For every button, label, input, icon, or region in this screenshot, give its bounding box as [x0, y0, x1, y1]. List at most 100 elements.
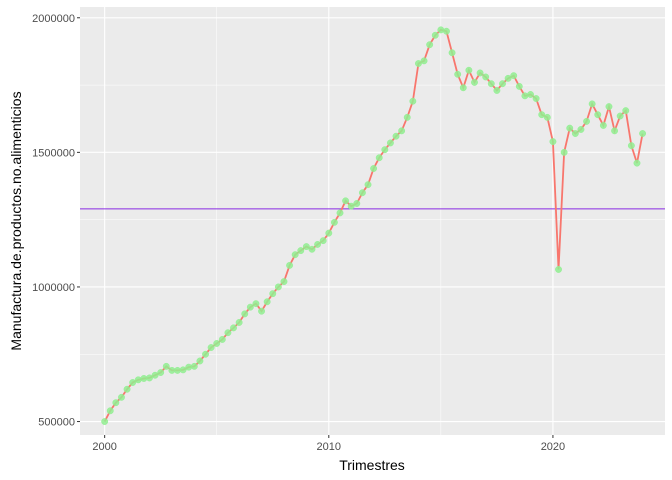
x-tick-label: 2000 — [92, 441, 116, 453]
data-point — [213, 340, 221, 347]
data-point — [437, 26, 445, 34]
data-point — [224, 329, 232, 337]
data-point — [112, 399, 120, 407]
data-point — [482, 73, 490, 81]
data-point — [622, 107, 630, 115]
data-point — [241, 310, 249, 318]
data-point — [123, 385, 131, 393]
data-point — [549, 138, 557, 146]
data-point — [543, 113, 551, 121]
x-tick-label: 2020 — [541, 441, 565, 453]
data-point — [269, 290, 277, 298]
data-point — [230, 324, 237, 332]
data-point — [594, 111, 602, 119]
data-point — [342, 197, 350, 205]
data-point — [493, 86, 501, 94]
data-point — [330, 218, 338, 226]
data-point — [381, 146, 389, 154]
plot-panel — [80, 7, 665, 435]
data-point — [336, 209, 344, 217]
data-point — [118, 393, 125, 401]
data-point — [611, 127, 619, 135]
data-point — [196, 357, 204, 365]
data-point — [202, 350, 209, 358]
data-point — [106, 407, 114, 415]
data-point — [566, 124, 574, 132]
data-point — [179, 366, 187, 374]
data-point — [190, 362, 198, 370]
data-point — [162, 362, 170, 370]
data-point — [465, 66, 473, 74]
data-point — [235, 319, 243, 326]
data-point — [521, 92, 529, 100]
data-point — [129, 379, 137, 386]
data-point — [263, 298, 271, 306]
data-point — [207, 344, 215, 351]
data-point — [414, 60, 422, 67]
data-point — [510, 72, 518, 80]
data-point — [471, 78, 478, 86]
data-point — [297, 247, 305, 255]
data-point — [398, 127, 406, 135]
data-point — [588, 100, 596, 108]
data-point — [515, 82, 523, 90]
data-point — [101, 418, 109, 425]
data-point — [532, 95, 540, 102]
data-point — [627, 142, 635, 150]
data-point — [577, 126, 585, 133]
data-point — [258, 307, 266, 315]
data-point — [353, 200, 361, 207]
data-point — [476, 69, 484, 77]
x-tick-label: 2010 — [317, 441, 341, 453]
data-point — [504, 74, 512, 82]
minor-gridlines — [80, 7, 665, 435]
data-point — [583, 117, 591, 125]
data-point — [426, 41, 434, 49]
x-axis-ticks: 2000 2010 2020 — [92, 435, 565, 453]
data-point — [375, 154, 383, 162]
data-points — [101, 26, 647, 425]
data-point — [599, 121, 607, 129]
x-axis-title: Trimestres — [339, 457, 405, 473]
data-point — [527, 91, 534, 98]
data-point — [185, 363, 193, 371]
y-tick-label: 1500000 — [32, 147, 75, 159]
y-tick-label: 2000000 — [32, 13, 75, 25]
data-point — [403, 113, 411, 121]
data-point — [487, 80, 495, 88]
data-point — [146, 374, 153, 382]
data-point — [616, 112, 624, 120]
y-axis-title: Manufactura.de.productos.no.alimenticios — [8, 91, 24, 350]
data-point — [409, 97, 417, 105]
data-point — [151, 371, 159, 379]
data-point — [291, 251, 299, 259]
data-point — [443, 27, 450, 35]
data-point — [302, 243, 310, 251]
data-point — [358, 189, 366, 197]
data-point — [252, 300, 260, 308]
data-point — [246, 303, 254, 311]
data-point — [392, 132, 400, 140]
major-gridlines — [80, 7, 665, 435]
data-point — [364, 181, 372, 189]
data-point — [560, 148, 568, 156]
data-point — [325, 229, 333, 237]
data-point — [347, 202, 355, 210]
data-point — [319, 237, 327, 245]
data-point — [454, 70, 462, 78]
data-point — [134, 376, 142, 384]
data-point — [639, 130, 647, 137]
data-point — [314, 240, 322, 248]
data-point — [274, 283, 282, 291]
data-point — [571, 130, 579, 137]
data-point — [157, 369, 165, 376]
y-axis-ticks: 500000 1000000 1500000 2000000 — [32, 13, 80, 429]
data-point — [538, 111, 546, 119]
data-point — [280, 278, 288, 286]
data-point — [386, 139, 394, 147]
data-point — [499, 80, 506, 88]
data-point — [448, 49, 456, 57]
data-point — [370, 165, 378, 172]
y-tick-label: 500000 — [38, 417, 75, 429]
